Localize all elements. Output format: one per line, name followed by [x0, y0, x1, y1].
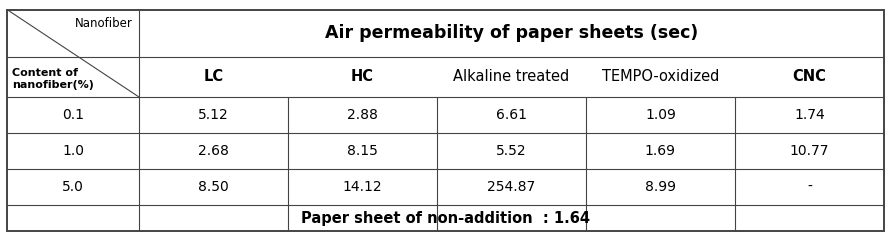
- Text: 1.09: 1.09: [645, 108, 676, 122]
- Text: 10.77: 10.77: [789, 144, 830, 158]
- Text: Alkaline treated: Alkaline treated: [454, 69, 569, 84]
- Text: 5.52: 5.52: [496, 144, 527, 158]
- Text: 5.12: 5.12: [198, 108, 229, 122]
- Text: 6.61: 6.61: [496, 108, 527, 122]
- Text: 254.87: 254.87: [487, 180, 535, 194]
- Text: 8.99: 8.99: [645, 180, 676, 194]
- Text: 8.50: 8.50: [198, 180, 229, 194]
- Text: 8.15: 8.15: [347, 144, 378, 158]
- Text: 0.1: 0.1: [62, 108, 84, 122]
- Text: 2.68: 2.68: [198, 144, 229, 158]
- Text: TEMPO-oxidized: TEMPO-oxidized: [601, 69, 719, 84]
- Text: Air permeability of paper sheets (sec): Air permeability of paper sheets (sec): [325, 24, 698, 42]
- Text: HC: HC: [351, 69, 374, 84]
- Text: LC: LC: [203, 69, 224, 84]
- Text: Content of
nanofiber(%): Content of nanofiber(%): [12, 68, 94, 90]
- Text: 14.12: 14.12: [343, 180, 382, 194]
- Text: 5.0: 5.0: [62, 180, 84, 194]
- Text: CNC: CNC: [792, 69, 826, 84]
- Text: 2.88: 2.88: [347, 108, 378, 122]
- Text: Paper sheet of non-addition  : 1.64: Paper sheet of non-addition : 1.64: [301, 211, 590, 226]
- Text: 1.0: 1.0: [62, 144, 84, 158]
- Text: Nanofiber: Nanofiber: [75, 17, 133, 30]
- Text: 1.74: 1.74: [794, 108, 825, 122]
- Text: 1.69: 1.69: [645, 144, 676, 158]
- Text: -: -: [807, 180, 812, 194]
